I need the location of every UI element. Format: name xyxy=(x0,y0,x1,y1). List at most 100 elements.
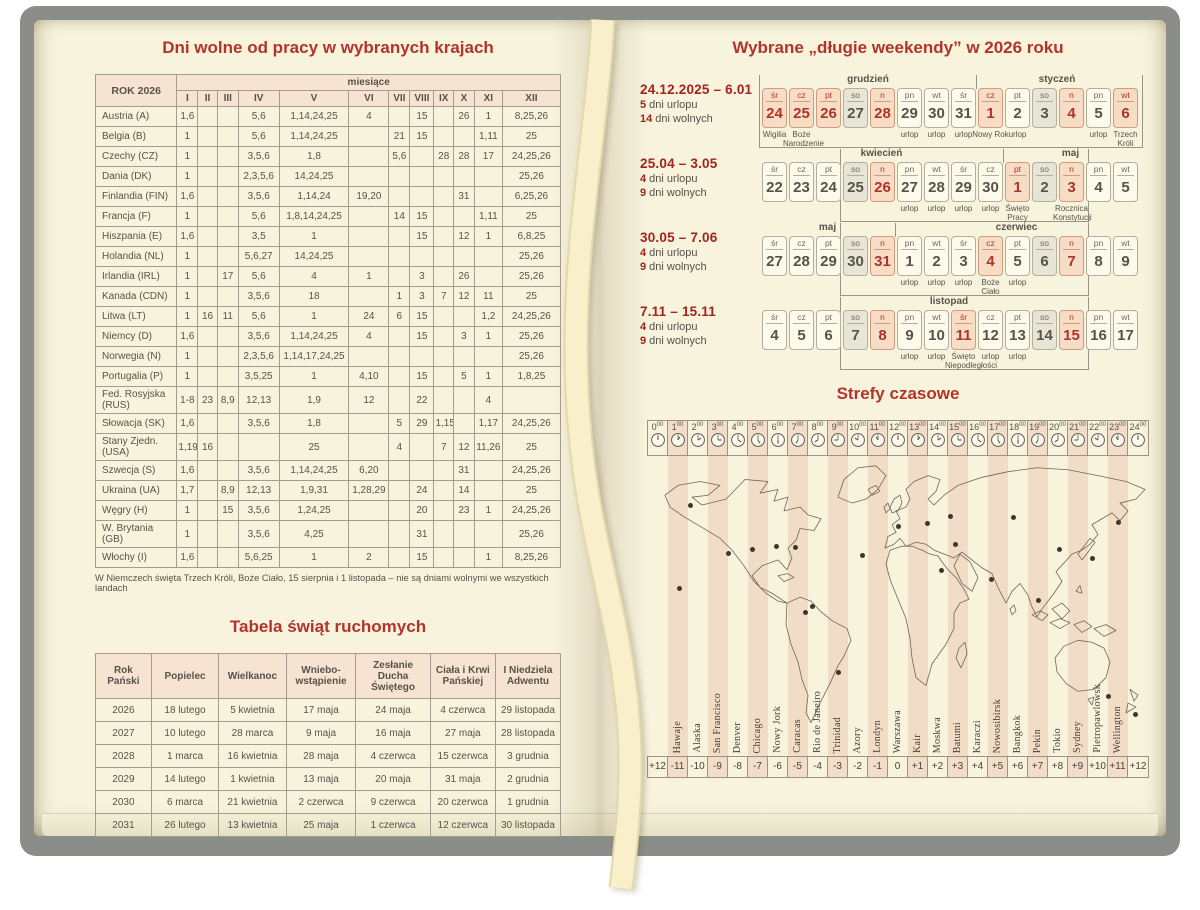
offset-cell: +12 xyxy=(648,757,668,777)
holiday-days-cell: 8,9 xyxy=(216,386,239,414)
vacation-days-count: 4 xyxy=(640,321,647,333)
month-separator xyxy=(895,223,896,237)
clock-icon xyxy=(770,433,785,447)
day-of-week: n xyxy=(874,311,891,324)
offset-cell: +3 xyxy=(948,757,968,777)
month-col-header: VI xyxy=(348,90,390,107)
holiday-days-cell: 3,5,6 xyxy=(237,286,280,307)
holiday-days-cell xyxy=(388,547,411,568)
holiday-days-cell xyxy=(473,266,503,287)
day-number: 6 xyxy=(1121,105,1130,122)
holiday-days-cell xyxy=(433,166,454,187)
map-city-dot xyxy=(938,567,944,573)
hour-label: 2100 xyxy=(1069,422,1086,432)
hour-minutes-sup: 00 xyxy=(1119,422,1126,428)
day-of-week: cz xyxy=(793,237,810,250)
holiday-days-cell: 7 xyxy=(433,286,454,307)
hour-minutes-sup: 00 xyxy=(816,422,824,428)
clock-cell: 1000 xyxy=(848,421,868,455)
day-of-week: cz xyxy=(982,237,999,250)
day-caption: urlop xyxy=(900,130,919,139)
holiday-days-cell xyxy=(197,460,218,481)
holiday-days-cell xyxy=(433,246,454,267)
day-cell: pt 24 xyxy=(816,162,841,202)
offset-cell: +12 xyxy=(1129,761,1147,772)
holiday-days-cell: 7 xyxy=(433,433,454,461)
feast-col-header: Wielkanoc xyxy=(218,653,287,699)
weekend-info: 24.12.2025 – 6.01 5 dni urlopu 14 dni woln… xyxy=(640,74,762,148)
holiday-days-cell xyxy=(348,226,390,247)
month-label: listopad xyxy=(929,296,969,307)
book-gutter-shadow xyxy=(552,20,648,836)
hour-minutes-sup: 00 xyxy=(939,422,946,428)
clock-icon xyxy=(890,433,905,447)
clock-cell: 600 xyxy=(768,421,788,455)
holiday-days-cell: 15 xyxy=(216,500,239,521)
day-caption: urlop xyxy=(981,352,1000,361)
clock-cell: 1100 xyxy=(868,421,888,455)
right-page: Wybrane „długie weekendy” w 2026 roku 24… xyxy=(640,34,1156,778)
month-label: maj xyxy=(1061,148,1080,159)
feast-cell: 30 listopada xyxy=(494,813,562,837)
holiday-days-cell xyxy=(388,246,411,267)
holiday-days-cell xyxy=(197,246,218,267)
holiday-days-cell: 12,13 xyxy=(237,480,280,501)
day-cell: cz 12 xyxy=(978,310,1003,350)
timezones-panel: 000 100 200 300 400 500 600 700 800 900 1000 1100 12… xyxy=(647,420,1149,778)
holiday-days-cell: 1 xyxy=(176,166,199,187)
hour-minutes-sup: 00 xyxy=(776,422,784,428)
day-caption: Rocznica Konstytucji xyxy=(1053,204,1092,222)
day-of-week: pn xyxy=(901,237,918,250)
holiday-days-cell: 1,6 xyxy=(176,413,199,434)
holiday-days-cell xyxy=(197,266,218,287)
month-separator xyxy=(1003,149,1004,163)
weekend-block: 24.12.2025 – 6.01 5 dni urlopu 14 dni woln… xyxy=(640,74,1156,148)
holiday-days-cell xyxy=(452,547,475,568)
map-city-dot xyxy=(924,521,930,526)
holiday-days-cell: 24 xyxy=(409,480,435,501)
holiday-days-cell: 11 xyxy=(216,306,239,327)
day-caption: Nowy Rok xyxy=(972,130,1009,139)
day-cell: pn 8 xyxy=(1086,236,1111,276)
holiday-days-cell xyxy=(197,166,218,187)
day-cell: pt 5 xyxy=(1005,236,1030,276)
country-row: Słowacja (SK) 1,6 3,5,6 1,8 5 29 1,15 1,17 24,25… xyxy=(94,413,562,434)
offset-cell: +7 xyxy=(1028,757,1048,777)
holiday-days-cell: 1,17 xyxy=(473,413,503,434)
holiday-days-cell xyxy=(216,206,239,227)
day-of-week: śr xyxy=(766,311,783,324)
offset-cell: -6 xyxy=(768,757,788,777)
month-col-header: XII xyxy=(501,90,562,107)
holiday-days-cell: 25 xyxy=(501,286,562,307)
timezones-title: Strefy czasowe xyxy=(836,384,960,403)
day-number: 2 xyxy=(1040,179,1049,196)
day-caption: urlop xyxy=(1089,130,1108,139)
holiday-days-cell xyxy=(197,286,218,307)
clock-cell: 200 xyxy=(688,421,708,455)
day-number: 4 xyxy=(1067,105,1076,122)
hour-label: 000 xyxy=(651,422,664,432)
hour-label: 2200 xyxy=(1089,422,1106,432)
day-caption: Święto Niepodległości xyxy=(945,352,998,370)
holiday-days-cell: 31 xyxy=(452,186,475,207)
holiday-days-cell: 17 xyxy=(473,146,503,167)
holiday-days-cell xyxy=(216,433,239,461)
holiday-days-cell: 26 xyxy=(452,106,475,127)
month-label: styczeń xyxy=(1038,74,1076,85)
day-of-week: cz xyxy=(982,89,999,102)
clock-icon xyxy=(710,433,725,447)
holiday-days-cell: 15 xyxy=(409,326,435,347)
clock-icon xyxy=(910,433,925,447)
country-name: Kanada (CDN) xyxy=(94,286,178,307)
map-city-dot xyxy=(726,551,731,556)
offset-cell: +2 xyxy=(928,757,948,777)
holiday-days-cell: 2,3,5,6 xyxy=(237,346,280,367)
clock-cell: 1900 xyxy=(1028,421,1048,455)
day-number: 25 xyxy=(793,105,810,122)
holiday-days-cell: 15 xyxy=(409,126,435,147)
vacation-days-line: 4 dni urlopu xyxy=(640,173,698,185)
holiday-days-cell xyxy=(197,146,218,167)
holiday-days-cell xyxy=(197,106,218,127)
hour-label: 1500 xyxy=(949,422,966,432)
holiday-days-cell xyxy=(348,206,390,227)
